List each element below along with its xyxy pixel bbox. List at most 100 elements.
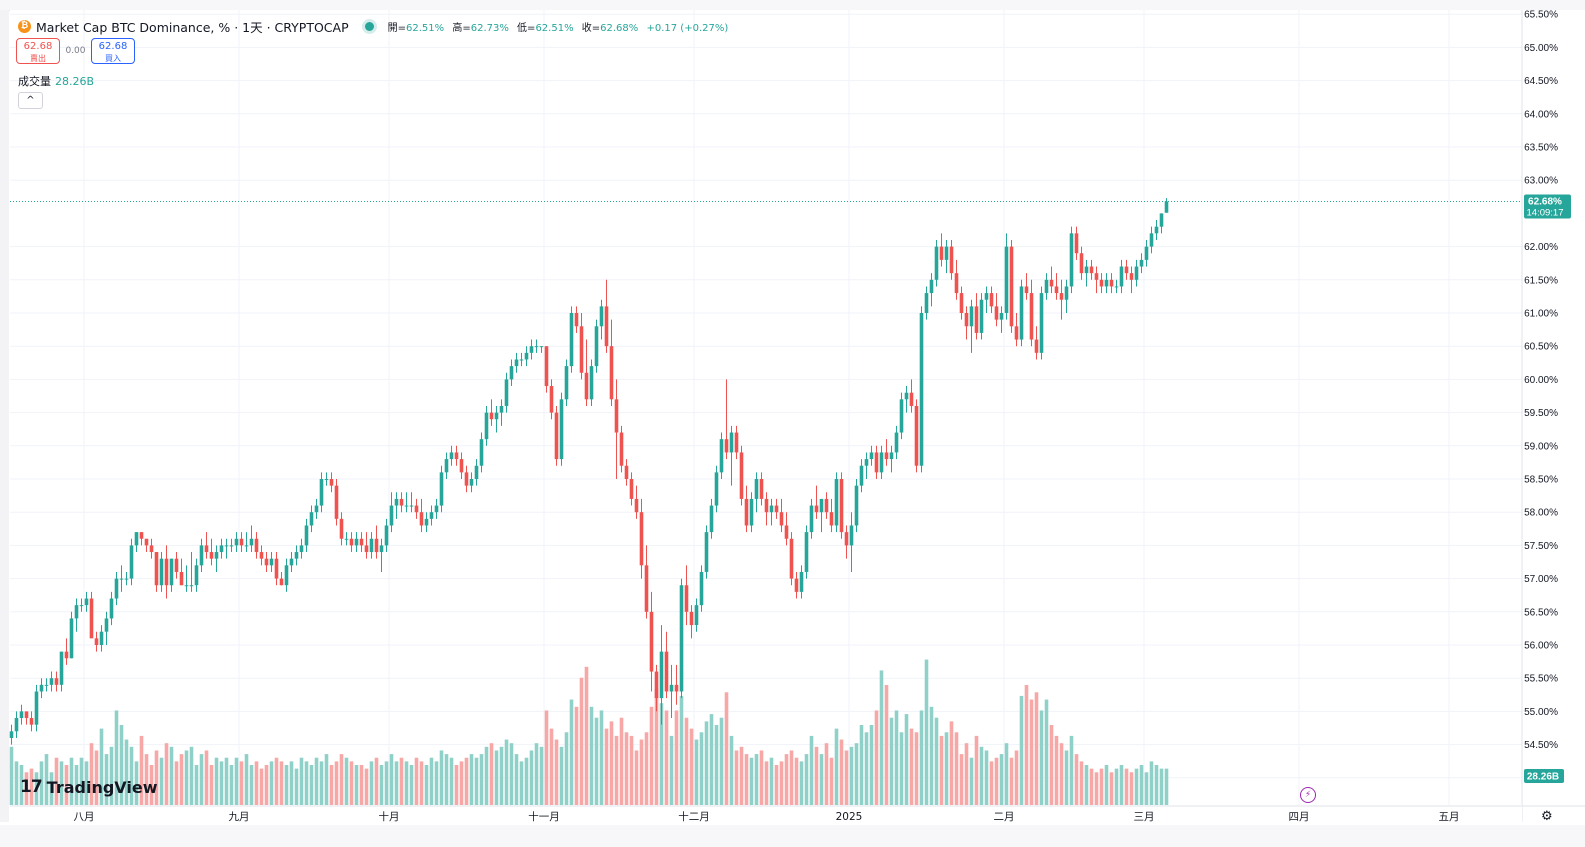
candle-body bbox=[134, 532, 139, 546]
candle-body bbox=[114, 578, 119, 599]
volume-bar bbox=[999, 754, 1004, 805]
volume-bar bbox=[809, 735, 814, 805]
candle-body bbox=[654, 671, 659, 699]
candle-body bbox=[609, 346, 614, 400]
volume-bar bbox=[374, 757, 379, 805]
volume-bar bbox=[1009, 757, 1014, 805]
candle-body bbox=[919, 313, 924, 466]
volume-bar bbox=[849, 746, 854, 805]
candle-body bbox=[939, 246, 944, 260]
candle-body bbox=[109, 598, 114, 619]
x-tick-label: 十二月 bbox=[678, 810, 710, 823]
volume-bar bbox=[64, 765, 69, 805]
volume-bar bbox=[564, 732, 569, 805]
collapse-legend-button[interactable]: ^ bbox=[18, 92, 43, 109]
candle-body bbox=[1104, 279, 1109, 287]
volume-bar bbox=[944, 732, 949, 805]
candle-body bbox=[614, 399, 619, 433]
candle-body bbox=[454, 452, 459, 460]
volume-bar bbox=[1049, 725, 1054, 805]
candle-body bbox=[1089, 266, 1094, 274]
candle-body bbox=[974, 306, 979, 333]
settings-gear-icon[interactable]: ⚙ bbox=[1541, 809, 1553, 824]
volume-bar bbox=[349, 761, 354, 805]
volume-bar bbox=[364, 768, 369, 805]
volume-bar bbox=[609, 721, 614, 805]
candle-body bbox=[509, 366, 514, 380]
buy-button[interactable]: 62.68 買入 bbox=[91, 38, 135, 64]
candle-body bbox=[1159, 213, 1164, 227]
x-tick-label: 四月 bbox=[1289, 811, 1310, 823]
candle-body bbox=[144, 538, 149, 546]
volume-bar bbox=[844, 750, 849, 805]
volume-bar bbox=[819, 754, 824, 805]
candle-body bbox=[39, 684, 44, 692]
candle-body bbox=[124, 578, 129, 580]
candle-body bbox=[394, 498, 399, 506]
y-tick-label: 61.00% bbox=[1524, 309, 1558, 320]
volume-bar bbox=[504, 739, 509, 805]
volume-bar bbox=[1014, 750, 1019, 805]
volume-bar bbox=[654, 688, 659, 805]
volume-bar bbox=[189, 746, 194, 805]
y-tick-label: 62.00% bbox=[1524, 242, 1558, 253]
volume-bar bbox=[304, 761, 309, 805]
volume-bar bbox=[814, 746, 819, 805]
candle-body bbox=[209, 552, 214, 559]
candle-body bbox=[89, 598, 94, 639]
volume-bar bbox=[79, 757, 84, 805]
volume-bar bbox=[934, 717, 939, 805]
last-volume-label: 28.26B bbox=[1527, 772, 1559, 783]
candle-body bbox=[879, 452, 884, 473]
volume-bar bbox=[114, 710, 119, 805]
candle-body bbox=[1129, 273, 1134, 280]
volume-bar bbox=[214, 757, 219, 805]
lightning-icon[interactable]: ⚡ bbox=[1300, 787, 1316, 803]
candle-body bbox=[414, 505, 419, 513]
sell-button[interactable]: 62.68 賣出 bbox=[16, 38, 60, 64]
candle-body bbox=[889, 452, 894, 460]
chart-legend: ₿ Market Cap BTC Dominance, % · 1天 · CRY… bbox=[18, 16, 733, 36]
candle-body bbox=[369, 538, 374, 553]
tradingview-logo[interactable]: 17 TradingView bbox=[20, 777, 158, 797]
volume-bar bbox=[314, 757, 319, 805]
candle-body bbox=[524, 352, 529, 360]
candle-body bbox=[824, 498, 829, 513]
volume-bar bbox=[994, 757, 999, 805]
candle-body bbox=[744, 498, 749, 526]
volume-bar bbox=[249, 765, 254, 805]
symbol-title[interactable]: Market Cap BTC Dominance, % · 1天 · CRYPT… bbox=[36, 19, 349, 35]
volume-bar bbox=[1134, 768, 1139, 805]
candle-body bbox=[634, 498, 639, 513]
volume-legend[interactable]: 成交量 28.26B bbox=[18, 73, 94, 89]
candle-body bbox=[204, 545, 209, 553]
candle-body bbox=[404, 505, 409, 507]
candle-body bbox=[764, 498, 769, 513]
candle-body bbox=[854, 485, 859, 526]
candle-body bbox=[1144, 246, 1149, 260]
volume-bar bbox=[74, 765, 79, 805]
candle-body bbox=[299, 545, 304, 553]
volume-bar bbox=[89, 743, 94, 805]
last-price-label: 62.68% bbox=[1528, 196, 1562, 207]
candle-body bbox=[1039, 293, 1044, 353]
volume-bar bbox=[1159, 768, 1164, 805]
buy-price: 62.68 bbox=[98, 41, 128, 52]
candle-body bbox=[809, 505, 814, 533]
volume-bar bbox=[204, 750, 209, 805]
volume-bar bbox=[469, 754, 474, 805]
volume-bar bbox=[229, 765, 234, 805]
candle-body bbox=[14, 718, 19, 732]
volume-bar bbox=[579, 677, 584, 805]
candle-body bbox=[599, 306, 604, 327]
volume-bar bbox=[399, 757, 404, 805]
volume-bar bbox=[964, 743, 969, 805]
bitcoin-icon: ₿ bbox=[18, 19, 31, 33]
volume-bar bbox=[384, 761, 389, 805]
candle-body bbox=[259, 552, 264, 559]
volume-bar bbox=[1084, 765, 1089, 805]
candle-body bbox=[669, 684, 674, 692]
low-value: 62.51% bbox=[535, 22, 574, 34]
volume-bar bbox=[29, 768, 34, 805]
